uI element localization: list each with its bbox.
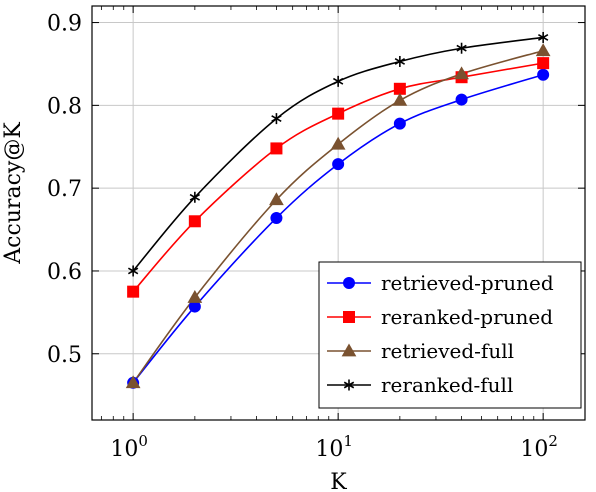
y-tick-label: 0.7 bbox=[47, 177, 82, 202]
data-point-retrieved-pruned bbox=[270, 211, 283, 224]
data-point-retrieved-full bbox=[187, 289, 203, 303]
y-tick-label: 0.5 bbox=[47, 343, 82, 368]
data-point-reranked-full bbox=[189, 191, 201, 203]
data-point-reranked-full bbox=[394, 55, 406, 67]
data-point-reranked-pruned bbox=[270, 142, 283, 155]
data-point-reranked-full bbox=[127, 265, 139, 277]
legend-label: reranked-full bbox=[381, 373, 513, 397]
axis-ticks bbox=[92, 6, 585, 420]
legend-box bbox=[318, 261, 582, 409]
legend-marker bbox=[343, 311, 355, 323]
legend-marker bbox=[343, 379, 355, 391]
y-tick-label: 0.8 bbox=[47, 94, 82, 119]
legend-marker bbox=[343, 277, 355, 289]
x-tick-base: 10 bbox=[520, 437, 548, 462]
data-point-reranked-pruned bbox=[127, 285, 140, 298]
star-arm bbox=[271, 115, 282, 123]
legend-label: reranked-pruned bbox=[381, 305, 553, 329]
legend-entry-reranked-pruned: reranked-pruned bbox=[327, 305, 553, 329]
x-axis-label: K bbox=[330, 470, 347, 492]
data-point-reranked-full bbox=[332, 75, 344, 87]
data-point-reranked-full bbox=[456, 42, 467, 54]
x-tick-base: 10 bbox=[315, 437, 343, 462]
data-point-retrieved-full bbox=[330, 136, 346, 150]
legend: retrieved-pruned reranked-pruned retrieved… bbox=[318, 261, 582, 409]
data-point-reranked-pruned bbox=[332, 107, 345, 120]
x-tick-label: 101 bbox=[315, 432, 353, 462]
legend-entry-retrieved-pruned: retrieved-pruned bbox=[327, 271, 554, 295]
legend-marker bbox=[341, 343, 357, 357]
data-point-retrieved-pruned bbox=[332, 158, 345, 171]
data-point-retrieved-full bbox=[269, 192, 284, 206]
y-axis-label: Accuracy@K bbox=[1, 122, 26, 265]
legend-entry-reranked-full: reranked-full bbox=[327, 373, 513, 397]
star-arm bbox=[456, 44, 467, 52]
legend-label: retrieved-pruned bbox=[381, 271, 554, 295]
data-point-retrieved-pruned bbox=[537, 68, 550, 81]
legend-entry-retrieved-full: retrieved-full bbox=[327, 339, 514, 363]
x-tick-exponent: 0 bbox=[138, 432, 148, 450]
star-arm bbox=[127, 267, 139, 275]
y-tick-label: 0.9 bbox=[47, 12, 82, 37]
data-point-retrieved-full bbox=[454, 66, 469, 80]
star-arm bbox=[394, 58, 406, 65]
star-arm bbox=[189, 193, 201, 201]
x-tick-exponent: 2 bbox=[548, 432, 558, 450]
legend-label: retrieved-full bbox=[381, 339, 514, 363]
x-tick-label: 100 bbox=[110, 432, 148, 462]
data-point-retrieved-full bbox=[125, 375, 141, 389]
data-point-retrieved-pruned bbox=[393, 117, 406, 130]
x-tick-exponent: 1 bbox=[343, 432, 353, 450]
star-arm bbox=[343, 381, 355, 389]
data-point-retrieved-full bbox=[392, 92, 408, 106]
data-point-reranked-pruned bbox=[188, 215, 201, 228]
data-point-reranked-full bbox=[537, 31, 549, 43]
series-markers bbox=[125, 31, 551, 389]
x-tick-label: 102 bbox=[520, 432, 558, 462]
x-tick-base: 10 bbox=[110, 437, 138, 462]
data-point-reranked-full bbox=[271, 113, 282, 125]
y-tick-label: 0.6 bbox=[47, 260, 82, 285]
data-point-reranked-pruned bbox=[537, 57, 550, 70]
data-point-retrieved-pruned bbox=[455, 93, 468, 106]
data-point-reranked-pruned bbox=[393, 82, 406, 95]
star-arm bbox=[537, 34, 549, 41]
star-arm bbox=[332, 77, 344, 85]
data-point-retrieved-full bbox=[535, 43, 551, 57]
